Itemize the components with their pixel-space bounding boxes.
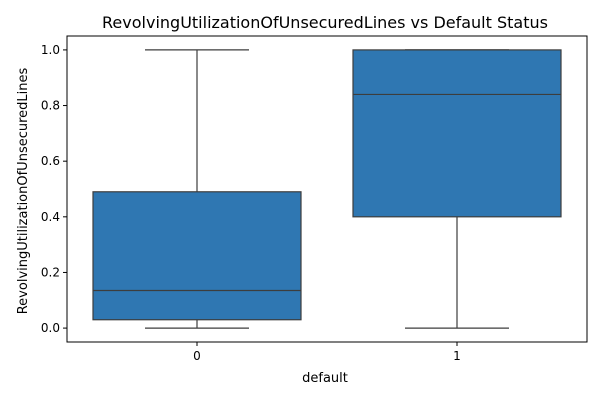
y-axis: 0.0 0.2 0.4 0.6 0.8 1.0 xyxy=(41,43,67,335)
box-group-0 xyxy=(92,49,302,329)
plot-frame xyxy=(66,35,588,343)
iqr-box xyxy=(352,49,562,218)
y-tick-label: 0.6 xyxy=(41,154,60,168)
iqr-box xyxy=(92,191,302,321)
y-tick-label: 0.4 xyxy=(41,210,60,224)
chart-title: RevolvingUtilizationOfUnsecuredLines vs … xyxy=(102,13,548,32)
plot-area xyxy=(66,35,588,343)
x-tick-label: 1 xyxy=(453,349,461,363)
y-tick-label: 0.2 xyxy=(41,265,60,279)
box-group-1 xyxy=(352,49,562,329)
y-tick-label: 1.0 xyxy=(41,43,60,57)
y-tick-label: 0.8 xyxy=(41,99,60,113)
y-axis-label: RevolvingUtilizationOfUnsecuredLines xyxy=(16,68,31,315)
y-tick-label: 0.0 xyxy=(41,321,60,335)
x-tick-label: 0 xyxy=(193,349,201,363)
x-axis-label: default xyxy=(302,371,348,386)
